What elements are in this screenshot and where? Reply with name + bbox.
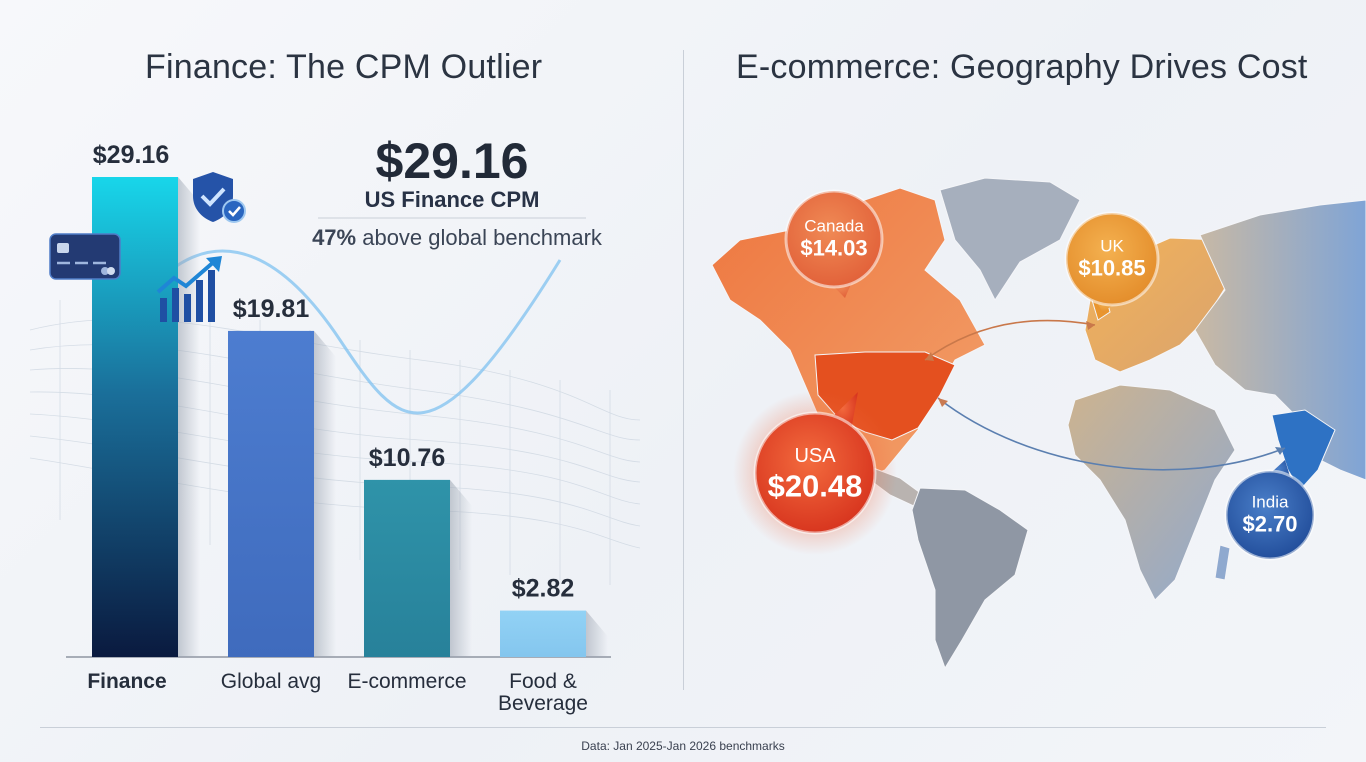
connection-arrows <box>924 319 1286 471</box>
greenland-shape <box>939 177 1081 301</box>
bar-global-avg <box>228 330 314 657</box>
uk-cpm-value: $10.85 <box>1078 256 1145 281</box>
bar-value-label: $29.16 <box>93 141 169 169</box>
callout-note: 47% above global benchmark <box>312 225 603 250</box>
finance-callout: $29.16 US Finance CPM 47% above global b… <box>312 133 603 250</box>
bar-value-label: $19.81 <box>233 295 310 323</box>
bar-food-beverage <box>500 610 586 657</box>
right-panel-title: E-commerce: Geography Drives Cost <box>736 48 1308 86</box>
india-cpm-bubble <box>1224 469 1316 561</box>
india-shape <box>1271 409 1336 491</box>
canada-cpm-value: $14.03 <box>800 236 867 261</box>
category-label: E-commerce <box>347 670 466 693</box>
callout-big-value: $29.16 <box>376 133 529 189</box>
africa-shape <box>1067 384 1236 601</box>
canada-region-label: Canada <box>804 216 864 235</box>
india-region-label: India <box>1252 492 1289 511</box>
category-label: Finance <box>87 670 166 693</box>
left-panel-title: Finance: The CPM Outlier <box>145 48 543 86</box>
bar-shadow <box>450 479 472 657</box>
madagascar-shape <box>1214 544 1231 581</box>
cpm-bar-chart: $29.16 $19.81 $10.76 $2.82 Finance Global av… <box>29 133 641 715</box>
bar-e-commerce <box>364 479 450 657</box>
data-source-note: Data: Jan 2025-Jan 2026 benchmarks <box>581 739 785 753</box>
uk-cpm-bubble <box>1064 211 1160 307</box>
callout-label: US Finance CPM <box>365 187 540 212</box>
credit-card-icon <box>49 233 121 280</box>
bar-shadow <box>586 610 608 657</box>
canada-cpm-bubble <box>784 189 884 289</box>
usa-cpm-bubble <box>753 411 877 535</box>
bar-value-label: $10.76 <box>369 444 445 472</box>
usa-region-label: USA <box>794 445 836 467</box>
footer-divider <box>40 727 1326 728</box>
category-label: Food & Beverage <box>498 670 588 715</box>
india-cpm-value: $2.70 <box>1242 512 1297 537</box>
callout-note-pct: 47% <box>312 225 356 250</box>
category-label: Global avg <box>221 670 321 693</box>
bar-shadow <box>314 330 336 657</box>
callout-note-text: above global benchmark <box>356 225 603 250</box>
south-america-shape <box>911 487 1029 670</box>
uk-region-label: UK <box>1100 236 1124 255</box>
panel-divider <box>683 50 684 690</box>
usa-cpm-value: $20.48 <box>768 468 863 503</box>
growth-chart-icon <box>156 256 222 322</box>
bar-value-label: $2.82 <box>512 575 575 603</box>
world-map <box>711 177 1366 670</box>
ecommerce-cpm-map: USA$20.48 Canada$14.03 UK$10.85 India$2.70 <box>711 177 1366 670</box>
shield-check-icon <box>193 172 246 223</box>
bar-shadow <box>178 177 200 657</box>
